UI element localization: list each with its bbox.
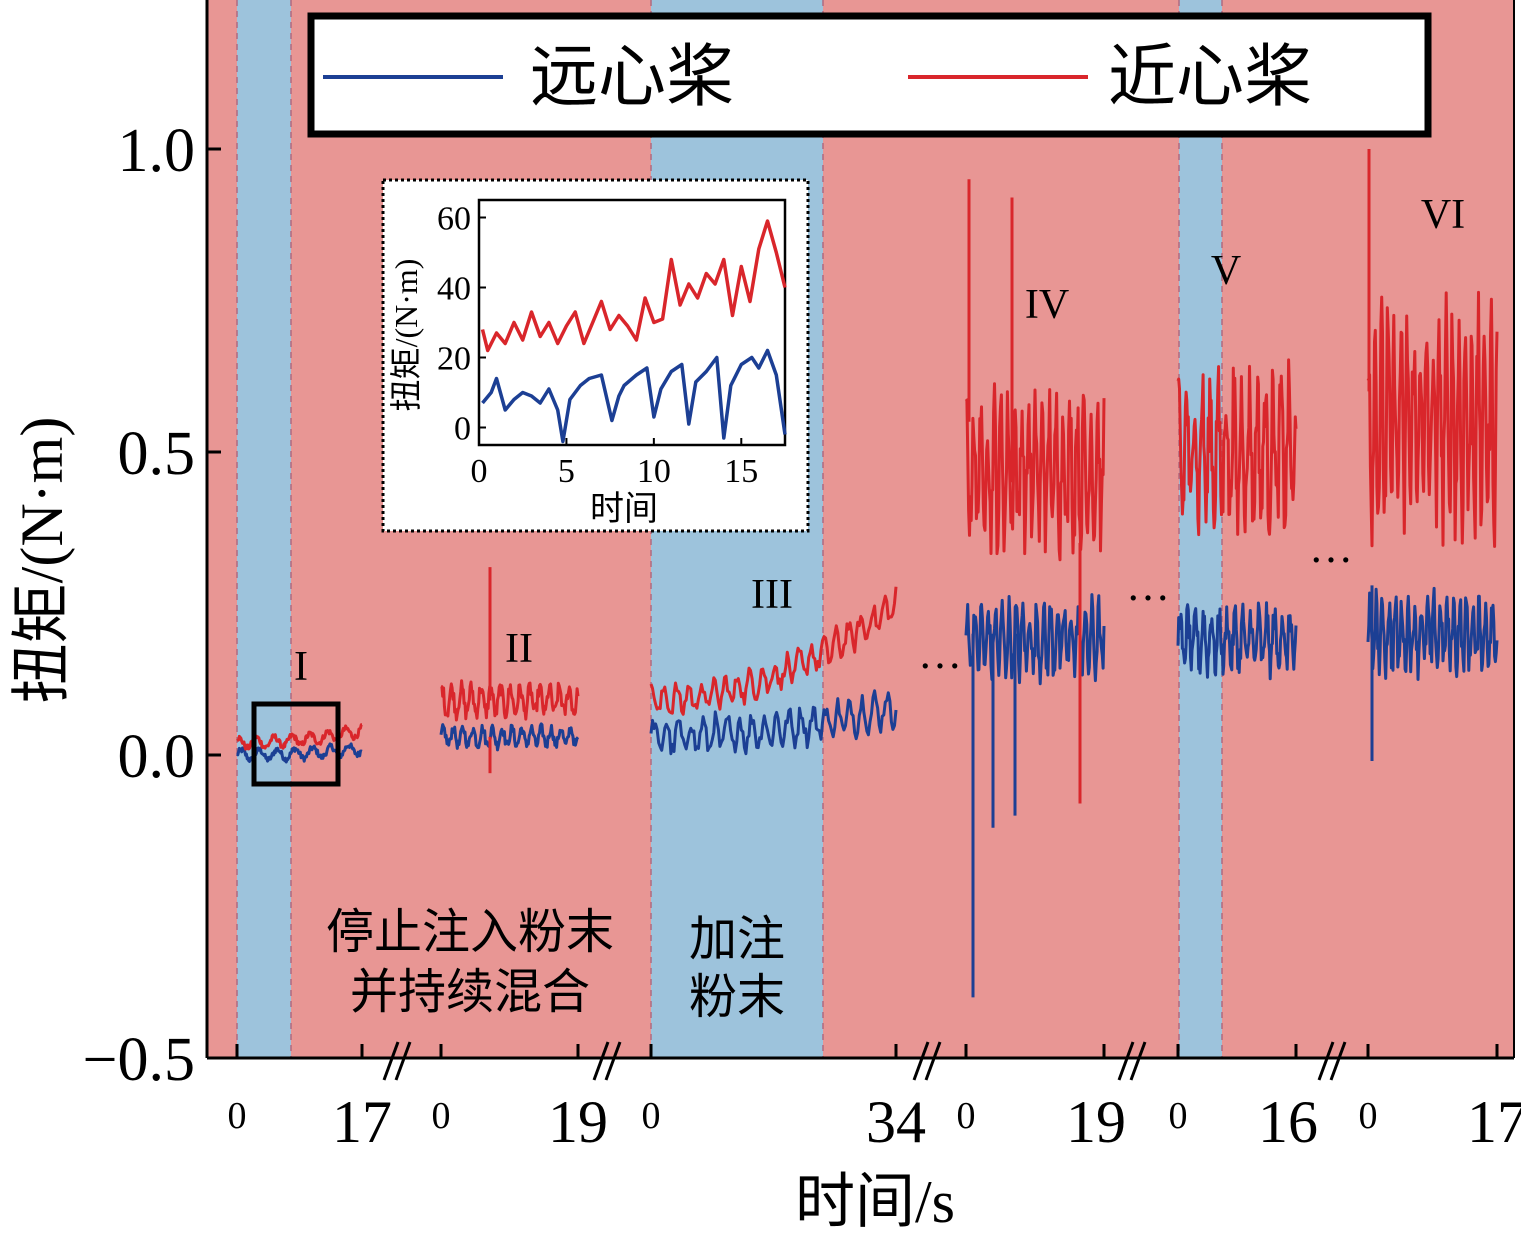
series-line-III-far [649, 689, 898, 756]
x-tick-label-end: 34 [866, 1089, 926, 1155]
inset-x-axis-label: 时间 [590, 489, 658, 529]
series-line-I-far [236, 742, 363, 764]
inset-y-tick-label: 40 [437, 271, 471, 308]
y-axis-label: 扭矩/(N·m) [9, 417, 75, 704]
inset-series-line-far [481, 348, 787, 444]
x-tick-label-end: 19 [548, 1089, 608, 1155]
phase-annotation: 停止注入粉末 [326, 904, 614, 960]
segment-label: II [505, 626, 533, 672]
legend-label-near: 近心桨 [1108, 38, 1312, 117]
x-tick-label-start: 0 [957, 1095, 976, 1137]
series-line-II-near [440, 679, 580, 722]
inset-frame [477, 198, 787, 447]
segment-label: V [1211, 248, 1241, 294]
inset-x-tick-label: 10 [637, 453, 671, 490]
axis-break-mark [1129, 1041, 1147, 1081]
inset-background [381, 178, 810, 533]
legend-label-far: 远心桨 [530, 38, 734, 117]
series-line-V-far [1176, 601, 1298, 681]
series-line-V-near [1176, 358, 1298, 537]
legend-box [307, 12, 1432, 138]
inset-y-tick-label: 0 [454, 411, 471, 448]
segment-label: IV [1025, 282, 1069, 328]
inset-series-line-near [480, 219, 787, 353]
axis-break-mark [1317, 1041, 1335, 1081]
phase-annotation: 加注 [689, 911, 785, 967]
y-tick-label: 0.0 [118, 723, 196, 791]
x-tick-label-end: 17 [332, 1089, 392, 1155]
inset-y-tick-label: 20 [437, 341, 471, 378]
axis-break-mark [394, 1041, 412, 1081]
axis-break-mark [1329, 1041, 1347, 1081]
axis-break-mark [912, 1041, 930, 1081]
gap-marker: … [1126, 561, 1170, 610]
phase-annotation: 粉末 [689, 969, 785, 1025]
inset-y-axis-label: 扭矩/(N·m) [388, 259, 424, 412]
phase-annotation: 并持续混合 [350, 964, 590, 1020]
inset-x-tick-label: 15 [724, 453, 758, 490]
inset-x-tick-label: 0 [471, 453, 488, 490]
zoom-region-box [251, 701, 341, 787]
x-axis-label: 时间/s [795, 1169, 955, 1235]
series-line-III-near [649, 586, 898, 716]
axis-break-mark [382, 1041, 400, 1081]
segment-label: VI [1421, 192, 1465, 238]
x-tick-label-start: 0 [228, 1095, 247, 1137]
gap-marker: … [1309, 523, 1353, 572]
axis-break-mark [924, 1041, 942, 1081]
x-tick-label-start: 0 [1169, 1095, 1188, 1137]
phase-band-1 [237, 0, 291, 1058]
x-tick-label-start: 0 [432, 1095, 451, 1137]
x-tick-label-end: 19 [1066, 1089, 1126, 1155]
x-tick-label-start: 0 [1359, 1095, 1378, 1137]
series-line-VI-far [1366, 586, 1499, 681]
gap-marker: … [918, 629, 962, 678]
series-line-II-far [439, 722, 580, 752]
segment-label: I [294, 644, 308, 690]
segment-label: III [751, 572, 793, 618]
inset-x-tick-label: 5 [558, 453, 575, 490]
series-line-I-near [236, 723, 363, 751]
axis-break-mark [592, 1041, 610, 1081]
y-tick-label: 0.5 [118, 420, 196, 488]
axis-break-mark [1117, 1041, 1135, 1081]
y-tick-label: −0.5 [83, 1026, 195, 1094]
x-tick-label-end: 17 [1467, 1089, 1521, 1155]
series-line-VI-near [1366, 290, 1499, 548]
y-tick-label: 1.0 [118, 117, 196, 185]
axis-break-mark [604, 1041, 622, 1081]
phase-band-3 [1179, 0, 1222, 1058]
inset-y-tick-label: 60 [437, 201, 471, 238]
x-tick-label-end: 16 [1258, 1089, 1318, 1155]
x-tick-label-start: 0 [642, 1095, 661, 1137]
